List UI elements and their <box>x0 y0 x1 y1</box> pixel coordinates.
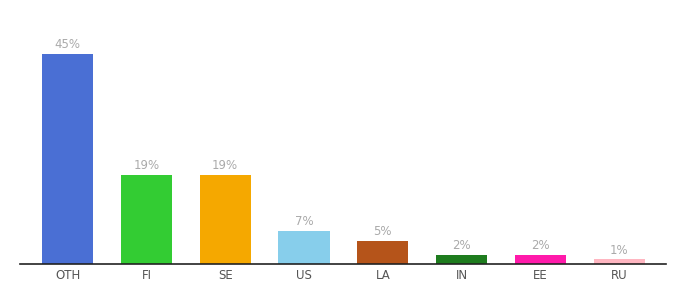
Text: 2%: 2% <box>531 239 549 252</box>
Bar <box>515 255 566 264</box>
Text: 45%: 45% <box>54 38 81 51</box>
Text: 19%: 19% <box>133 159 160 172</box>
Bar <box>436 255 487 264</box>
Text: 19%: 19% <box>212 159 238 172</box>
Bar <box>42 54 93 264</box>
Bar <box>121 175 172 264</box>
Text: 7%: 7% <box>294 215 313 229</box>
Text: 2%: 2% <box>452 239 471 252</box>
Text: 1%: 1% <box>610 244 628 256</box>
Bar <box>357 241 409 264</box>
Text: 5%: 5% <box>373 225 392 238</box>
Bar <box>278 231 330 264</box>
Bar <box>594 259 645 264</box>
Bar <box>200 175 251 264</box>
